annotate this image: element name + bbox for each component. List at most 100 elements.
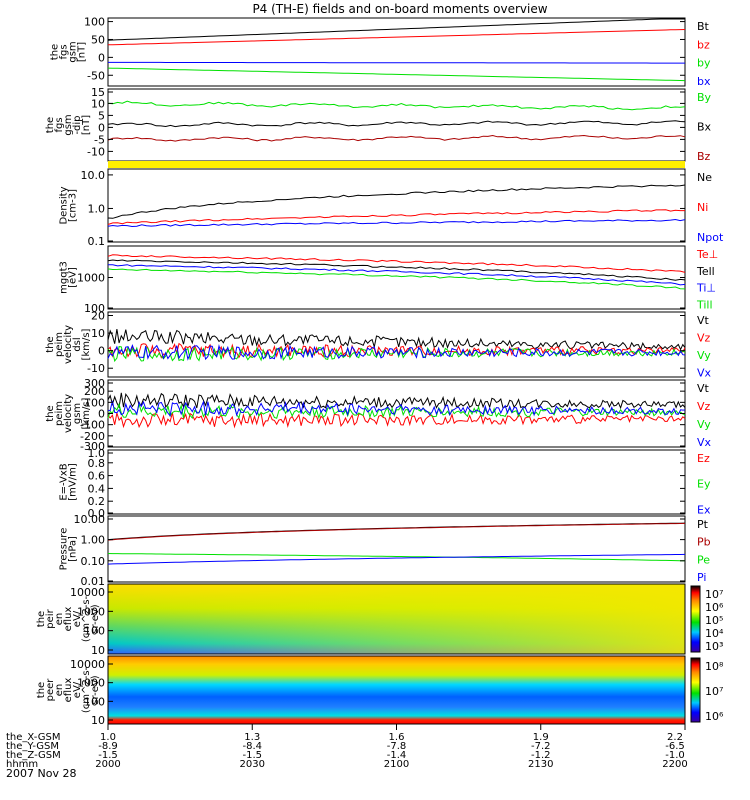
ylabel-density: Density[cm-3] — [59, 186, 79, 224]
ylabel-line-fgs-gsm-dip-0: the — [45, 117, 56, 133]
legend-e-vxb-1: Ey — [697, 478, 711, 491]
panel-frame-peim-velocity-gsm — [107, 379, 686, 448]
ytick-label-peim-velocity-gsm-5: -200 — [80, 430, 105, 443]
ytick-label-peim-velocity-gsm-1: 200 — [84, 385, 105, 398]
xaxis-value-2-2: -1.4 — [387, 750, 407, 761]
ylabel-line-peir-en-eflux-6: sr-eV) — [90, 604, 101, 633]
panels: 100500-50Btbzbybxthefgsgsm[nT]151050-5-1… — [36, 16, 724, 727]
ytick-label-fgs-gsm-dip-3: 0 — [98, 121, 105, 134]
legend-density-0: Ne — [697, 171, 712, 184]
legend-peim-velocity-gsm-0: Vt — [697, 382, 710, 395]
series-temperature-Te⊥ — [107, 254, 686, 273]
colorbar-label-peir-en-eflux-4: 10³ — [705, 640, 723, 653]
xaxis-value-3-2: 2100 — [384, 759, 409, 770]
ytick-label-fgs-gsm-3: -50 — [87, 69, 105, 82]
figure-title: P4 (TH-E) fields and on-board moments ov… — [252, 2, 547, 16]
xaxis-value-3-3: 2130 — [528, 759, 553, 770]
ylabel-line-peim-velocity-dsl-3: dsl — [72, 337, 83, 351]
ylabel-line-fgs-gsm-1: fgs — [59, 44, 70, 59]
ytick-label-peim-velocity-dsl-2: 0 — [98, 345, 105, 358]
legend-fgs-gsm-dip-2: Bz — [697, 150, 711, 163]
heatmap-overlay-peir-en-eflux — [108, 584, 685, 654]
series-fgs-gsm-dip-Bz — [107, 134, 686, 142]
ytick-label-fgs-gsm-2: 0 — [98, 51, 105, 64]
legend-temperature-3: Till — [696, 298, 713, 311]
ytick-label-fgs-gsm-dip-4: -5 — [94, 133, 105, 146]
series-fgs-gsm-dip-Bx — [107, 120, 686, 128]
series-pressure-Pb — [107, 522, 686, 541]
xaxis-value-3-4: 2200 — [662, 759, 687, 770]
legend-peim-velocity-dsl-2: Vy — [697, 349, 711, 362]
ytick-label-pressure-2: 0.10 — [81, 555, 106, 568]
legend-peim-velocity-dsl-1: Vz — [697, 331, 711, 344]
colorbar-label-peir-en-eflux-2: 10⁵ — [705, 614, 723, 627]
legend-peim-velocity-dsl-0: Vt — [697, 314, 710, 327]
hm-ytick-label-peer-en-eflux-1: 1000 — [77, 677, 105, 690]
legend-peim-velocity-dsl-3: Vx — [697, 366, 712, 379]
panel-frame-temperature — [107, 245, 686, 310]
series-density-Npot — [107, 218, 686, 228]
ylabel-pressure: Pressure[nPa] — [59, 528, 79, 571]
hm-ytick-label-peer-en-eflux-0: 10000 — [70, 658, 105, 671]
ylabel-line-peer-en-eflux-6: sr-eV) — [90, 675, 101, 704]
ylabel-line-peir-en-eflux-0: the — [36, 611, 47, 627]
series-pressure-Pi — [107, 553, 686, 565]
ytick-label-fgs-gsm-0: 100 — [84, 16, 105, 29]
ytick-label-peim-velocity-gsm-2: 100 — [84, 396, 105, 409]
series-fgs-gsm-dip-By — [107, 100, 686, 111]
colorbar-label-peir-en-eflux-3: 10⁴ — [705, 627, 724, 640]
ylabel-line-fgs-gsm-dip-2: gsm — [63, 114, 74, 135]
ytick-label-e-vxb-1: 0.8 — [88, 457, 106, 470]
legend-fgs-gsm-3: bx — [697, 75, 711, 88]
hm-ytick-label-peir-en-eflux-3: 10 — [91, 644, 105, 657]
ylabel-line-fgs-gsm-0: the — [50, 44, 61, 60]
ylabel-line-pressure-0: Pressure — [59, 528, 70, 571]
ylabel-line-peir-en-eflux-4: eV/ — [72, 610, 83, 627]
ytick-label-density-1: 1.0 — [88, 202, 106, 215]
xaxis-value-1-1: -8.4 — [242, 741, 262, 752]
ylabel-line-peer-en-eflux-3: eflux — [63, 678, 74, 703]
xaxis-value-2-3: -1.2 — [531, 750, 551, 761]
series-density-Ne — [107, 184, 686, 219]
colorbar-label-peer-en-eflux-0: 10⁸ — [705, 660, 724, 673]
ylabel-temperature: mgqt3[eV] — [59, 261, 79, 294]
legend-e-vxb-0: Ez — [697, 452, 710, 465]
ytick-label-peim-velocity-gsm-6: -300 — [80, 440, 105, 453]
series-peim-velocity-gsm-Vt — [107, 392, 686, 410]
legend-temperature-1: Tell — [696, 265, 715, 278]
xaxis-value-0-0: 1.0 — [100, 732, 116, 743]
series-pressure-Pe — [107, 553, 686, 562]
ylabel-line-peir-en-eflux-2: en — [54, 613, 65, 626]
ytick-label-fgs-gsm-dip-5: -10 — [87, 145, 105, 158]
ylabel-line-peer-en-eflux-0: the — [36, 682, 47, 698]
legend-density-2: Npot — [697, 231, 724, 244]
xaxis-row-label-2: the_Z-GSM — [6, 750, 61, 761]
ylabel-line-peim-velocity-dsl-2: velocity — [63, 325, 74, 364]
xaxis-value-1-0: -8.9 — [98, 741, 118, 752]
heatmap-frame-peir-en-eflux — [107, 583, 686, 655]
colorbar-peir-en-eflux — [690, 585, 701, 653]
xaxis-value-1-3: -7.2 — [531, 741, 551, 752]
ylabel-line-peim-velocity-gsm-2: velocity — [63, 394, 74, 433]
xaxis-value-2-4: -1.0 — [665, 750, 685, 761]
series-temperature-Ti|| — [107, 268, 686, 290]
panel-frame-peim-velocity-dsl — [107, 311, 686, 378]
series-fgs-gsm-bx — [108, 61, 685, 64]
legend-pressure-0: Pt — [697, 518, 709, 531]
ytick-label-fgs-gsm-dip-2: 5 — [98, 109, 105, 122]
series-fgs-gsm-by — [107, 67, 686, 82]
xaxis-value-2-0: -1.5 — [98, 750, 118, 761]
ylabel-line-fgs-gsm-dip-3: -dip — [72, 115, 83, 134]
ylabel-line-peim-velocity-gsm-4: [km/s] — [81, 397, 92, 429]
ytick-label-pressure-3: 0.01 — [81, 575, 106, 588]
ylabel-line-peir-en-eflux-1: peir — [45, 608, 56, 628]
ylabel-e-vxb: E=-VxB[mV/m] — [59, 463, 79, 501]
ylabel-line-temperature-1: [eV] — [68, 267, 79, 288]
legend-temperature-0: Te⊥ — [696, 248, 718, 261]
legend-temperature-2: Ti⊥ — [696, 282, 716, 295]
ytick-label-temperature-0: 1000 — [77, 272, 105, 285]
